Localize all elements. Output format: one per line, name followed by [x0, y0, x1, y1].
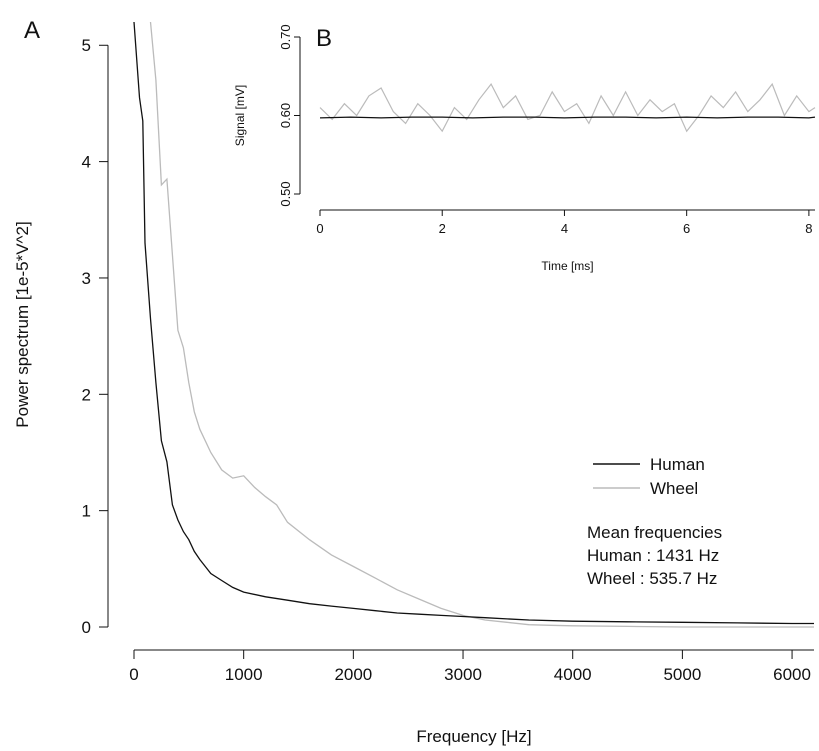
mean-frequencies: Mean frequencies Human : 1431 Hz Wheel :…	[587, 523, 722, 588]
y-axis-label: Signal [mV]	[233, 85, 247, 146]
x-tick-label: 8	[805, 221, 812, 236]
x-tick-label: 5000	[663, 665, 701, 684]
y-tick-label: 3	[82, 269, 91, 288]
panel-label-b: B	[316, 25, 332, 52]
y-tick-label: 0.60	[278, 103, 293, 128]
x-tick-label: 0	[316, 221, 323, 236]
y-tick-label: 0.70	[278, 24, 293, 49]
x-tick-label: 1000	[225, 665, 263, 684]
x-axis-label: Time [ms]	[541, 259, 593, 273]
panel-b-inset: 0 2 4 6 8 Time [ms] 0.50 0.60 0.70 Signal [mV]	[233, 24, 816, 273]
legend-label-human: Human	[650, 455, 705, 474]
y-tick-label: 2	[82, 385, 91, 404]
panel-label-a: A	[24, 17, 40, 44]
x-tick-label: 4000	[554, 665, 592, 684]
y-tick-label: 1	[82, 502, 91, 521]
x-tick-label: 3000	[444, 665, 482, 684]
x-axis-label: Frequency [Hz]	[416, 727, 531, 746]
y-axis-label: Power spectrum [1e-5*V^2]	[13, 221, 32, 427]
y-tick-label: 0.50	[278, 181, 293, 206]
legend-label-wheel: Wheel	[650, 479, 698, 498]
x-tick-label: 6	[683, 221, 690, 236]
x-tick-label: 2	[439, 221, 446, 236]
y-tick-label: 0	[82, 618, 91, 637]
y-tick-label: 4	[82, 153, 91, 172]
series-line-wheel	[319, 82, 816, 133]
x-tick-label: 4	[561, 221, 568, 236]
series-line-wheel	[149, 22, 814, 628]
panel-a: 0 1000 2000 3000 4000 5000 6000 Frequency [Hz] 0…	[13, 22, 814, 746]
x-tick-label: 2000	[334, 665, 372, 684]
series-line-human	[133, 22, 814, 625]
mean-frequency-wheel: Wheel : 535.7 Hz	[587, 569, 717, 588]
y-tick-label: 5	[82, 36, 91, 55]
mean-frequencies-heading: Mean frequencies	[587, 523, 722, 542]
legend: Human Wheel	[593, 455, 705, 498]
x-tick-label: 6000	[773, 665, 811, 684]
x-tick-label: 0	[129, 665, 138, 684]
series-line-human	[319, 116, 816, 119]
mean-frequency-human: Human : 1431 Hz	[587, 546, 719, 565]
